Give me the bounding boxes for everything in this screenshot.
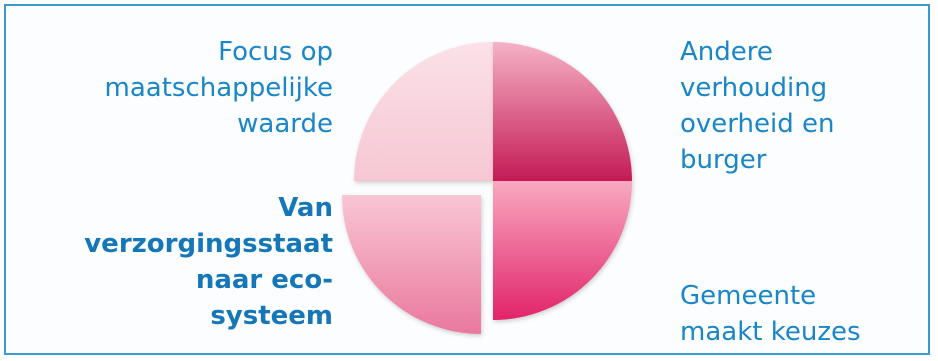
segment-top-right <box>493 42 632 181</box>
label-top-right-line-4: burger <box>680 145 767 175</box>
label-top-left-line-2: maatschappelijke <box>104 73 333 103</box>
label-top-right-line-1: Andere <box>680 37 773 67</box>
segment-bottom-left-exploded <box>342 195 481 334</box>
label-bottom-right-line-2: maakt keuzes <box>680 317 861 347</box>
label-bottom-left: Van verzorgingsstaat naar eco- systeem <box>33 190 333 334</box>
label-bottom-left-line-4: systeem <box>210 301 333 331</box>
label-bottom-right-line-1: Gemeente <box>680 281 817 311</box>
label-top-left-line-1: Focus op <box>218 37 333 67</box>
label-bottom-left-line-2: verzorgingsstaat <box>84 229 333 259</box>
label-bottom-right: Gemeente maakt keuzes <box>680 278 930 350</box>
label-top-right-line-3: overheid en <box>680 109 835 139</box>
label-bottom-left-line-3: naar eco- <box>195 265 333 295</box>
label-top-right-line-2: verhouding <box>680 73 828 103</box>
label-top-right: Andere verhouding overheid en burger <box>680 34 910 178</box>
label-top-left-line-3: waarde <box>237 109 333 139</box>
label-bottom-left-line-1: Van <box>278 193 333 223</box>
label-top-left: Focus op maatschappelijke waarde <box>33 34 333 142</box>
segment-bottom-right <box>493 181 632 320</box>
segment-top-left <box>354 42 493 181</box>
